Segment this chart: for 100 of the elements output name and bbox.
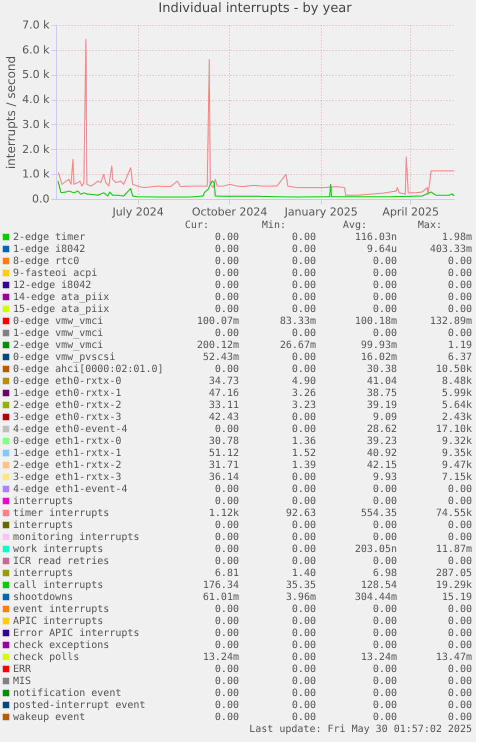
text: 0.00	[214, 544, 239, 555]
text: 74.55k	[436, 508, 472, 519]
text: 28.62	[366, 424, 397, 435]
text: 0.00	[214, 232, 239, 243]
text: 0.00	[448, 496, 472, 507]
text: 0.00	[214, 256, 239, 267]
text: 8.48k	[442, 376, 472, 387]
text: 0.00	[448, 712, 472, 723]
legend-label: check exceptions	[13, 640, 110, 651]
legend-label: 4-edge eth1-event-4	[13, 484, 128, 495]
text: 0.00	[448, 556, 472, 567]
text: 0.00	[292, 292, 316, 303]
text: 47.16	[208, 388, 239, 399]
legend-label: 4-edge eth0-event-4	[13, 424, 128, 435]
text: 9.64u	[366, 244, 397, 255]
text: 0.00	[214, 676, 239, 687]
text: 0.00	[448, 532, 472, 543]
text: 0.00	[214, 712, 239, 723]
legend-label: check polls	[13, 652, 80, 663]
text: 0.00	[372, 628, 397, 639]
legend-label: call interrupts	[13, 580, 104, 591]
text: 0.00	[292, 232, 316, 243]
text: 0.00	[292, 280, 316, 291]
text: 1.39	[292, 460, 316, 471]
text: 13.24m	[202, 652, 239, 663]
text: 0.00	[372, 688, 397, 699]
y-tick-label: 5.0 k	[22, 68, 50, 82]
text: 0.00	[292, 472, 316, 483]
text: 15.19	[442, 592, 472, 603]
text: 33.11	[208, 400, 239, 411]
text: 0.00	[214, 688, 239, 699]
text: 0.00	[214, 556, 239, 567]
text: 0.00	[372, 328, 397, 339]
text: 0.00	[372, 640, 397, 651]
legend-label: MIS	[13, 676, 32, 687]
text: 0.00	[448, 628, 472, 639]
legend-label: ICR read retries	[13, 556, 110, 567]
text: 1.19	[448, 340, 472, 351]
text: 36.14	[208, 472, 239, 483]
text: 0.00	[292, 700, 316, 711]
legend-label: interrupts	[13, 568, 74, 579]
legend-label: 8-edge rtc0	[13, 256, 80, 267]
text: 100.18m	[354, 316, 397, 327]
y-tick-label: 4.0 k	[22, 93, 50, 106]
text: 9.47k	[442, 460, 472, 471]
text: 0.00	[292, 496, 316, 507]
text: 41.04	[366, 376, 397, 387]
y-tick-label: 2.0 k	[22, 142, 50, 156]
x-tick-label: January 2025	[284, 206, 358, 218]
text: 61.01m	[202, 592, 239, 603]
text: 0.00	[292, 304, 316, 315]
text: 31.71	[208, 460, 239, 471]
text: 30.38	[366, 364, 397, 375]
text: 0.00	[214, 664, 239, 675]
legend-label: APIC interrupts	[13, 616, 104, 627]
text: 51.12	[208, 448, 239, 459]
text: 0.00	[448, 328, 472, 339]
text: 0.00	[214, 640, 239, 651]
text: 0.00	[448, 292, 472, 303]
text: 0.00	[214, 424, 239, 435]
text: 0.00	[214, 304, 239, 315]
legend-label: interrupts	[13, 520, 74, 531]
text: 5.64k	[442, 400, 472, 411]
y-axis-title: interrupts / second	[4, 56, 18, 170]
text: 0.00	[372, 532, 397, 543]
text: 5.99k	[442, 388, 472, 399]
text: 0.00	[448, 520, 472, 531]
legend-label: 1-edge i8042	[13, 244, 86, 255]
x-tick-label: July 2024	[111, 206, 164, 218]
text: 0.00	[448, 700, 472, 711]
text: 0.00	[448, 268, 472, 279]
text: 0.00	[448, 688, 472, 699]
text: 6.98	[372, 568, 397, 579]
legend-label: notification event	[13, 688, 122, 699]
legend-label: posted-interrupt event	[13, 700, 146, 711]
text: 11.87m	[436, 544, 472, 555]
legend-label: Error APIC interrupts	[13, 628, 140, 639]
text: 100.07m	[196, 316, 239, 327]
legend-label: 2-edge eth1-rxtx-2	[13, 460, 122, 471]
text: Cur:	[184, 220, 209, 231]
text: 0.00	[372, 664, 397, 675]
text: 0.00	[372, 520, 397, 531]
legend-label: interrupts	[13, 496, 74, 507]
text: 0.00	[214, 700, 239, 711]
text: 4.90	[292, 376, 316, 387]
legend-label: wakeup event	[13, 712, 86, 723]
text: Avg:	[342, 220, 367, 231]
text: 0.00	[372, 604, 397, 615]
legend-label: work interrupts	[13, 544, 104, 555]
legend-label: 14-edge ata_piix	[13, 292, 110, 303]
text: 0.00	[292, 412, 316, 423]
text: 0.00	[372, 268, 397, 279]
legend-label: 0-edge ahci[0000:02:01.0]	[13, 364, 164, 375]
text: 52.43m	[202, 352, 239, 363]
legend-label: 1-edge eth1-rxtx-1	[13, 448, 122, 459]
legend-label: 0-edge vmw_vmci	[13, 316, 104, 327]
text: 35.35	[286, 580, 316, 591]
legend-label: 0-edge vmw_pvscsi	[13, 352, 116, 363]
text: 26.67m	[280, 340, 316, 351]
text: 0.00	[292, 244, 316, 255]
